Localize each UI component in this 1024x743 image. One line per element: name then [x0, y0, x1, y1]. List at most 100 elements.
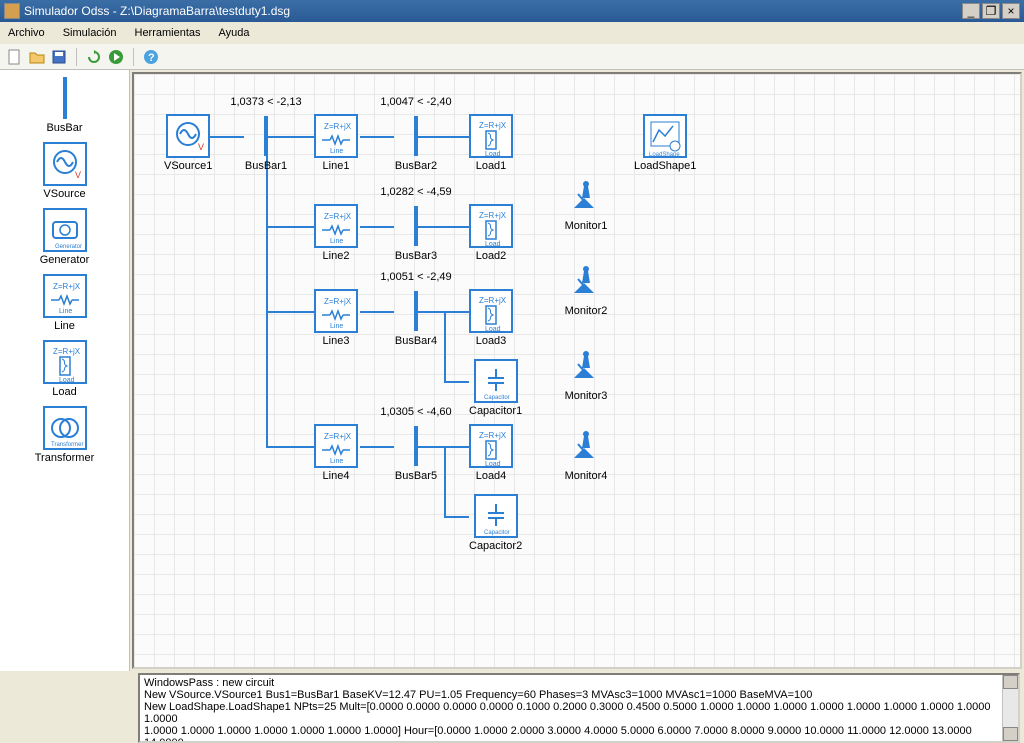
diagram-node-load3[interactable]: Load3 [469, 289, 513, 347]
menu-ayuda[interactable]: Ayuda [219, 27, 250, 39]
voltage-label: 1,0047 < -2,40 [380, 96, 451, 108]
scroll-up-icon[interactable] [1003, 675, 1018, 689]
vsource-icon [166, 114, 210, 158]
menu-simulacion[interactable]: Simulación [63, 27, 117, 39]
console-line: WindowsPass : new circuit [144, 677, 1014, 689]
capacitor-icon [474, 494, 518, 538]
diagram-node-busbar1[interactable]: 1,0373 < -2,13BusBar1 [244, 114, 288, 172]
line-icon [43, 274, 87, 318]
node-label: Monitor1 [564, 220, 608, 232]
palette-item-line[interactable]: Line [0, 274, 129, 332]
diagram-node-busbar4[interactable]: 1,0051 < -2,49BusBar4 [394, 289, 438, 347]
voltage-label: 1,0373 < -2,13 [230, 96, 301, 108]
minimize-button[interactable]: _ [962, 3, 980, 19]
voltage-label: 1,0305 < -4,60 [380, 406, 451, 418]
transformer-icon [43, 406, 87, 450]
node-label: BusBar3 [394, 250, 438, 262]
node-label: Capacitor2 [469, 540, 522, 552]
menu-archivo[interactable]: Archivo [8, 27, 45, 39]
save-file-icon[interactable] [50, 48, 68, 66]
diagram-node-monitor1[interactable]: Monitor1 [564, 174, 608, 232]
menu-herramientas[interactable]: Herramientas [135, 27, 201, 39]
diagram-node-capacitor1[interactable]: Capacitor1 [469, 359, 522, 417]
maximize-button[interactable]: ❐ [982, 3, 1000, 19]
palette-label: Transformer [0, 452, 129, 464]
help-icon[interactable]: ? [142, 48, 160, 66]
node-label: Monitor2 [564, 305, 608, 317]
diagram-node-vsource1[interactable]: VSource1 [164, 114, 212, 172]
toolbar: ? [0, 44, 1024, 70]
busbar-icon [394, 289, 438, 333]
diagram-node-monitor4[interactable]: Monitor4 [564, 424, 608, 482]
connection-wire [266, 311, 314, 313]
diagram-node-loadshape1[interactable]: LoadShape1 [634, 114, 696, 172]
loadshape-icon [643, 114, 687, 158]
vsource-icon [43, 142, 87, 186]
diagram-node-line1[interactable]: Line1 [314, 114, 358, 172]
diagram-node-load2[interactable]: Load2 [469, 204, 513, 262]
palette-label: BusBar [0, 122, 129, 134]
busbar-icon [244, 114, 288, 158]
line-icon [314, 424, 358, 468]
node-label: Load2 [469, 250, 513, 262]
console-line: New VSource.VSource1 Bus1=BusBar1 BaseKV… [144, 689, 1014, 701]
node-label: Line4 [314, 470, 358, 482]
node-label: Load4 [469, 470, 513, 482]
diagram-node-busbar2[interactable]: 1,0047 < -2,40BusBar2 [394, 114, 438, 172]
diagram-node-busbar3[interactable]: 1,0282 < -4,59BusBar3 [394, 204, 438, 262]
palette-label: Generator [0, 254, 129, 266]
diagram-node-monitor2[interactable]: Monitor2 [564, 259, 608, 317]
node-label: Load3 [469, 335, 513, 347]
busbar-icon [394, 204, 438, 248]
capacitor-icon [474, 359, 518, 403]
toolbar-separator [76, 48, 77, 66]
title-bar: Simulador Odss - Z:\DiagramaBarra\testdu… [0, 0, 1024, 22]
load-icon [469, 424, 513, 468]
diagram-node-load4[interactable]: Load4 [469, 424, 513, 482]
monitor-icon [564, 259, 608, 303]
diagram-node-busbar5[interactable]: 1,0305 < -4,60BusBar5 [394, 424, 438, 482]
node-label: Line3 [314, 335, 358, 347]
palette-item-busbar[interactable]: BusBar [0, 76, 129, 134]
generator-icon [43, 208, 87, 252]
workspace: BusBar VSource Generator Line Load Transforme… [0, 70, 1024, 671]
node-label: Capacitor1 [469, 405, 522, 417]
new-file-icon[interactable] [6, 48, 24, 66]
connection-wire [360, 446, 394, 448]
open-file-icon[interactable] [28, 48, 46, 66]
diagram-canvas[interactable]: VSource1 1,0373 < -2,13BusBar1 Line1 1,0047… [132, 72, 1022, 669]
palette-label: VSource [0, 188, 129, 200]
close-button[interactable]: × [1002, 3, 1020, 19]
node-label: BusBar4 [394, 335, 438, 347]
diagram-node-line2[interactable]: Line2 [314, 204, 358, 262]
diagram-node-line4[interactable]: Line4 [314, 424, 358, 482]
monitor-icon [564, 344, 608, 388]
diagram-node-line3[interactable]: Line3 [314, 289, 358, 347]
refresh-icon[interactable] [85, 48, 103, 66]
console-scrollbar[interactable] [1002, 675, 1018, 741]
console-line: New LoadShape.LoadShape1 NPts=25 Mult=[0… [144, 701, 1014, 725]
palette-item-generator[interactable]: Generator [0, 208, 129, 266]
palette-item-transformer[interactable]: Transformer [0, 406, 129, 464]
diagram-node-monitor3[interactable]: Monitor3 [564, 344, 608, 402]
node-label: BusBar2 [394, 160, 438, 172]
window-title: Simulador Odss - Z:\DiagramaBarra\testdu… [24, 4, 290, 18]
palette-label: Load [0, 386, 129, 398]
node-label: Line1 [314, 160, 358, 172]
palette-item-vsource[interactable]: VSource [0, 142, 129, 200]
output-console: WindowsPass : new circuit New VSource.VS… [138, 673, 1020, 743]
node-label: LoadShape1 [634, 160, 696, 172]
monitor-icon [564, 174, 608, 218]
diagram-node-load1[interactable]: Load1 [469, 114, 513, 172]
connection-wire [360, 311, 394, 313]
play-icon[interactable] [107, 48, 125, 66]
node-label: Line2 [314, 250, 358, 262]
toolbar-separator [133, 48, 134, 66]
scroll-down-icon[interactable] [1003, 727, 1018, 741]
load-icon [43, 340, 87, 384]
palette-item-load[interactable]: Load [0, 340, 129, 398]
voltage-label: 1,0282 < -4,59 [380, 186, 451, 198]
svg-text:?: ? [148, 52, 155, 64]
diagram-node-capacitor2[interactable]: Capacitor2 [469, 494, 522, 552]
line-icon [314, 289, 358, 333]
